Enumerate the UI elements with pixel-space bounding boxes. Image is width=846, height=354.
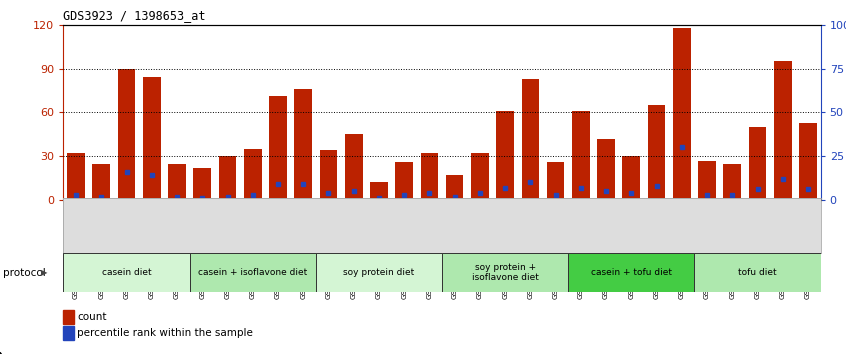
Bar	[698, 161, 716, 200]
Bar	[63, 253, 190, 292]
Bar	[168, 164, 186, 200]
Bar	[749, 127, 766, 200]
Bar	[572, 111, 590, 200]
Bar	[395, 162, 413, 200]
Bar	[597, 139, 615, 200]
Bar	[316, 253, 442, 292]
Text: casein + isoflavone diet: casein + isoflavone diet	[198, 268, 307, 277]
Text: tofu diet: tofu diet	[739, 268, 777, 277]
Text: casein + tofu diet: casein + tofu diet	[591, 268, 672, 277]
Bar	[143, 78, 161, 200]
Bar	[569, 253, 695, 292]
Bar	[471, 153, 489, 200]
Bar	[623, 156, 640, 200]
Bar	[497, 111, 514, 200]
Bar	[370, 183, 387, 200]
Bar	[547, 162, 564, 200]
Text: ▶: ▶	[41, 268, 47, 277]
Bar	[774, 61, 792, 200]
Bar	[799, 122, 817, 200]
Bar	[446, 175, 464, 200]
Text: soy protein +
isoflavone diet: soy protein + isoflavone diet	[472, 263, 539, 282]
Bar	[67, 153, 85, 200]
Bar	[269, 96, 287, 200]
Bar	[345, 134, 363, 200]
Text: count: count	[77, 312, 107, 322]
Text: soy protein diet: soy protein diet	[343, 268, 415, 277]
Text: GDS3923 / 1398653_at: GDS3923 / 1398653_at	[63, 9, 206, 22]
Text: casein diet: casein diet	[102, 268, 151, 277]
Text: percentile rank within the sample: percentile rank within the sample	[77, 328, 253, 338]
Bar	[190, 253, 316, 292]
Bar	[723, 164, 741, 200]
Bar	[695, 253, 821, 292]
Bar	[673, 28, 690, 200]
Bar	[194, 168, 212, 200]
Bar	[648, 105, 666, 200]
Bar	[442, 253, 569, 292]
Bar	[320, 150, 338, 200]
Bar	[420, 153, 438, 200]
Bar	[92, 164, 110, 200]
Bar	[218, 156, 236, 200]
Bar	[294, 89, 312, 200]
Text: protocol: protocol	[3, 268, 46, 278]
Bar	[521, 79, 539, 200]
Bar	[118, 69, 135, 200]
Bar	[244, 149, 261, 200]
